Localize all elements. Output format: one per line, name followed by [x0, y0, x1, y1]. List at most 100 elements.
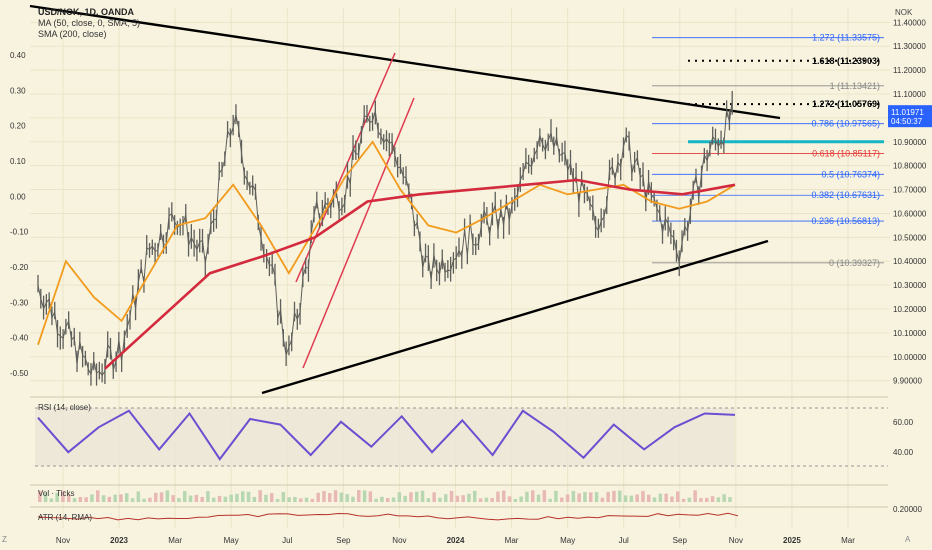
left-tick-label: -0.50 [10, 369, 29, 378]
volume-label: Vol · Ticks [38, 489, 74, 498]
left-tick-label: 0.00 [10, 192, 26, 201]
volume-bar [600, 497, 605, 502]
volume-bar [229, 494, 233, 502]
volume-bar [449, 490, 454, 502]
volume-bar [409, 492, 413, 502]
price-tick-label: 9.90000 [893, 377, 922, 386]
fib-level-label: 1.618 (11.23903) [812, 56, 880, 66]
volume-bar [652, 497, 657, 502]
price-tick-label: 10.40000 [893, 257, 927, 266]
volume-bar [560, 497, 564, 502]
left-tick-label: 0.10 [10, 157, 26, 166]
volume-bar [328, 492, 332, 502]
volume-bar [101, 495, 106, 502]
volume-bar [397, 492, 402, 502]
lower-trendline [261, 239, 769, 395]
time-tick-label: Mar [505, 536, 519, 545]
time-tick-label: Sep [673, 536, 688, 545]
volume-bar [490, 498, 494, 502]
fib-level-label: 0.786 (10.97565) [811, 119, 880, 129]
price-tick-label: 10.90000 [893, 138, 927, 147]
time-tick-label: Nov [392, 536, 406, 545]
volume-bar [519, 496, 523, 502]
indicator-panels: RSI (14, close) Vol · Ticks ATR (14, RMA) [30, 396, 888, 522]
volume-bar [264, 494, 268, 502]
volume-bar [531, 490, 535, 502]
fibonacci-levels: 1.272 (11.33575) 1.618 (11.23903) 1 (11.13… [652, 33, 884, 268]
rsi-tick-label: 60.00 [893, 418, 914, 427]
price-tick-label: 10.60000 [893, 209, 927, 218]
left-tick-label: 0.20 [10, 122, 26, 131]
volume-bar [299, 498, 303, 502]
volume-bar [484, 497, 489, 502]
volume-bar [589, 492, 593, 502]
volume-bar [281, 492, 286, 502]
volume-bar [159, 492, 164, 502]
volume-bar [322, 491, 326, 502]
volume-bar [84, 497, 88, 502]
volume-bar [304, 497, 309, 502]
left-tick-label: -0.20 [10, 263, 29, 272]
rsi-label: RSI (14, close) [38, 403, 91, 412]
volume-bar [635, 494, 639, 502]
auto-scale-mark[interactable]: A [905, 535, 911, 544]
volume-bar [200, 496, 204, 502]
volume-bar [246, 491, 251, 502]
volume-bar [374, 498, 378, 502]
volume-bar [235, 493, 239, 502]
volume-bar [188, 495, 193, 502]
rsi-band [35, 408, 735, 466]
volume-bar [43, 492, 48, 502]
volume-bar [386, 498, 390, 502]
rsi-tick-label: 40.00 [893, 448, 914, 457]
timezone-mark[interactable]: Z [2, 535, 7, 544]
volume-bar [710, 496, 715, 502]
price-tick-label: 11.40000 [893, 18, 926, 27]
volume-bar [368, 491, 373, 502]
volume-bar [687, 497, 692, 502]
volume-bar [623, 495, 628, 502]
time-tick-label: Jul [619, 536, 629, 545]
volume-bar [502, 490, 506, 502]
volume-bar [223, 496, 228, 502]
volume-bar [612, 490, 616, 502]
volume-bar [177, 498, 181, 502]
volume-bar [357, 490, 361, 502]
last-price-label: 11.01971 [891, 108, 924, 117]
fib-level-label: 1.272 (11.05769) [812, 99, 880, 109]
volume-bar [670, 496, 674, 502]
volume-bar [444, 494, 448, 502]
price-tick-label: 11.10000 [893, 90, 926, 99]
ma-legend: MA (50, close, 0, SMA, 5) [38, 18, 140, 28]
volume-bar [525, 491, 529, 502]
time-tick-label: 2024 [447, 536, 465, 545]
channel-line-lower [302, 97, 415, 369]
volume-bar [252, 496, 257, 502]
left-tick-label: -0.10 [10, 228, 29, 237]
volume-bar [165, 490, 170, 502]
volume-bar [339, 492, 344, 502]
price-series [37, 91, 736, 386]
volume-bar [583, 492, 587, 502]
volume-bar [130, 498, 135, 502]
time-tick-label: Nov [56, 536, 70, 545]
volume-bar [554, 490, 558, 502]
price-tick-label: 10.10000 [893, 329, 927, 338]
volume-bar [415, 491, 419, 502]
volume-bar [391, 497, 396, 502]
volume-bar [647, 494, 651, 502]
rsi-line [37, 409, 736, 461]
time-tick-label: May [224, 536, 239, 545]
volume-bar [420, 490, 425, 502]
volume-bar [362, 490, 367, 502]
volume-bar [107, 496, 112, 502]
price-line [37, 100, 733, 377]
volume-bar [676, 491, 680, 502]
volume-bar [507, 496, 512, 502]
fib-level-label: 0.236 (10.56813) [811, 216, 880, 226]
atr-tick-label: 0.20000 [893, 505, 922, 514]
fib-level-label: 0 (10.39327) [829, 258, 880, 268]
volume-bar [55, 492, 59, 502]
volume-bar [194, 494, 199, 502]
